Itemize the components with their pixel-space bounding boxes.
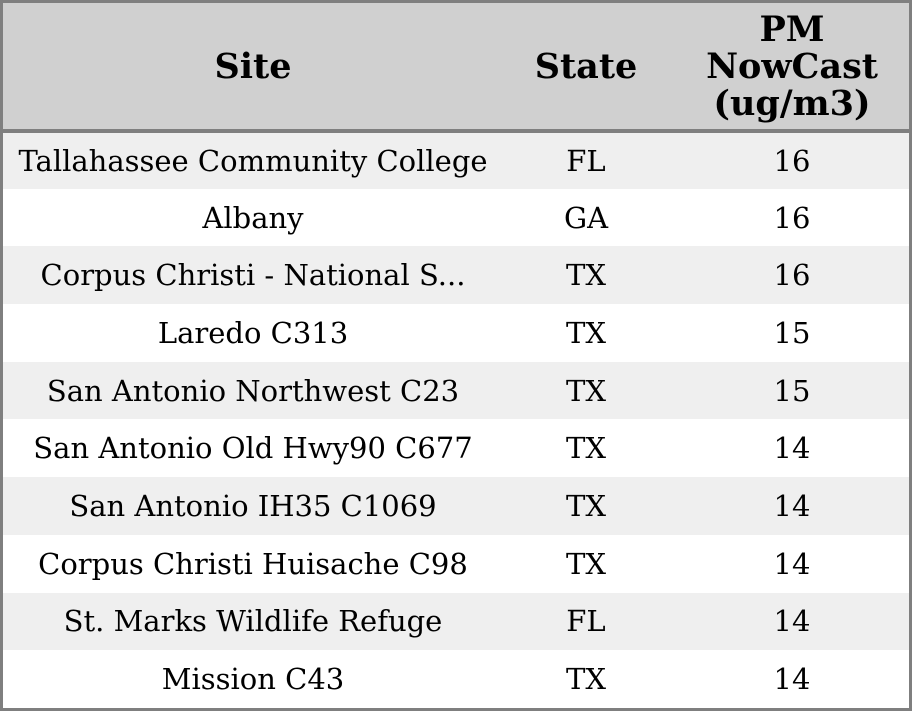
- state-cell: TX: [566, 662, 606, 697]
- state-cell: FL: [566, 143, 606, 178]
- site-cell: Albany: [202, 200, 304, 235]
- table-body: Tallahassee Community College FL 16 Alba…: [3, 131, 909, 708]
- value-cell: 14: [773, 431, 811, 466]
- site-cell: St. Marks Wildlife Refuge: [63, 604, 443, 639]
- state-cell: TX: [566, 546, 606, 581]
- site-cell: Laredo C313: [157, 315, 349, 350]
- value-cell: 16: [773, 200, 811, 235]
- table-row: San Antonio Northwest C23 TX 15: [3, 361, 909, 420]
- table-row: St. Marks Wildlife Refuge FL 14: [3, 592, 909, 651]
- value-cell: 15: [773, 315, 811, 350]
- pm-nowcast-table: Site State PM NowCast (ug/m3) Tallahasse…: [3, 3, 909, 708]
- table-row: Tallahassee Community College FL 16: [3, 131, 909, 189]
- header-row: Site State PM NowCast (ug/m3): [3, 3, 909, 133]
- site-cell: Corpus Christi Huisache C98: [38, 546, 468, 581]
- header-pm-nowcast: PM NowCast (ug/m3): [669, 3, 909, 133]
- state-cell: TX: [566, 315, 606, 350]
- state-cell: GA: [563, 200, 609, 235]
- table-row: Laredo C313 TX 15: [3, 304, 909, 362]
- header-state: State: [503, 3, 669, 133]
- table-header: Site State PM NowCast (ug/m3): [3, 3, 909, 133]
- value-cell: 14: [773, 662, 811, 697]
- state-cell: TX: [566, 488, 606, 523]
- value-cell: 16: [773, 143, 811, 178]
- value-cell: 14: [773, 488, 811, 523]
- table-row: San Antonio Old Hwy90 C677 TX 14: [3, 419, 909, 478]
- site-cell: San Antonio IH35 C1069: [69, 488, 437, 523]
- state-cell: TX: [566, 431, 606, 466]
- table-row: Corpus Christi - National S... TX 16: [3, 246, 909, 305]
- site-cell: Tallahassee Community College: [18, 143, 488, 178]
- site-cell: San Antonio Northwest C23: [46, 373, 460, 408]
- value-cell: 15: [773, 373, 811, 408]
- header-site: Site: [3, 3, 503, 133]
- table-row: Mission C43 TX 14: [3, 650, 909, 708]
- state-cell: TX: [566, 373, 606, 408]
- value-cell: 16: [773, 258, 811, 293]
- table-row: Corpus Christi Huisache C98 TX 14: [3, 534, 909, 593]
- site-cell: San Antonio Old Hwy90 C677: [33, 431, 473, 466]
- state-cell: TX: [566, 258, 606, 293]
- site-cell: Corpus Christi - National S...: [40, 258, 466, 293]
- state-cell: FL: [566, 604, 606, 639]
- value-cell: 14: [773, 604, 811, 639]
- value-cell: 14: [773, 546, 811, 581]
- site-cell: Mission C43: [161, 662, 345, 697]
- table-row: Albany GA 16: [3, 188, 909, 247]
- table-row: San Antonio IH35 C1069 TX 14: [3, 477, 909, 535]
